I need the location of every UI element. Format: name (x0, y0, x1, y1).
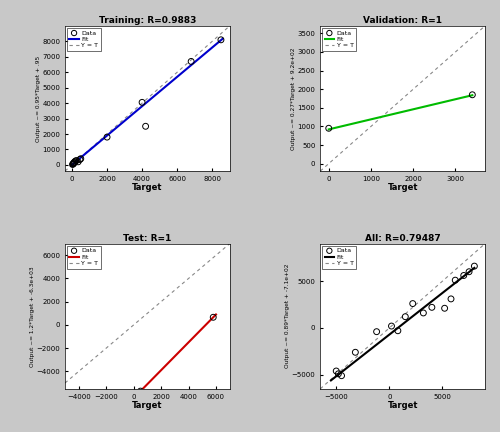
Data (440, 305, 448, 312)
Data (72, 158, 80, 165)
Data (465, 268, 473, 275)
Fit (136, 390, 142, 395)
X-axis label: Target: Target (132, 401, 162, 410)
Line: Fit: Fit (139, 314, 216, 393)
Data (420, 309, 428, 316)
Data (136, 388, 144, 394)
Data (70, 159, 78, 166)
Data (402, 313, 409, 320)
Data (142, 123, 150, 130)
Data (470, 263, 478, 270)
Data (468, 91, 476, 98)
Legend: Data, Fit, Y = T: Data, Fit, Y = T (67, 245, 101, 269)
Data (187, 58, 195, 65)
Y-axis label: Output ~= 0.95*Target + .95: Output ~= 0.95*Target + .95 (36, 55, 41, 142)
X-axis label: Target: Target (132, 183, 162, 192)
Data (69, 161, 77, 168)
Data (372, 328, 380, 335)
Legend: Data, Fit, Y = T: Data, Fit, Y = T (322, 28, 356, 51)
Title: Training: R=0.9883: Training: R=0.9883 (98, 16, 196, 25)
Data (408, 300, 416, 307)
Data (338, 372, 345, 379)
Data (76, 156, 84, 163)
Data (388, 323, 396, 330)
Data (138, 99, 146, 106)
Y-axis label: Output ~= 0.27*Target + 9.2e+02: Output ~= 0.27*Target + 9.2e+02 (291, 47, 296, 150)
Data (334, 370, 342, 377)
Legend: Data, Fit, Y = T: Data, Fit, Y = T (322, 245, 356, 269)
Fit (213, 312, 219, 317)
Data (77, 155, 85, 162)
Data (324, 125, 332, 132)
Data (68, 161, 76, 168)
Y-axis label: Output ~= 0.89*Target + -7.1e+02: Output ~= 0.89*Target + -7.1e+02 (286, 264, 290, 368)
Data (394, 327, 402, 334)
Data (70, 159, 78, 165)
X-axis label: Target: Target (388, 183, 418, 192)
Data (217, 36, 225, 43)
Title: Validation: R=1: Validation: R=1 (363, 16, 442, 25)
Title: All: R=0.79487: All: R=0.79487 (365, 234, 440, 243)
Title: Test: R=1: Test: R=1 (123, 234, 172, 243)
Data (74, 159, 82, 165)
Data (428, 304, 436, 311)
Data (209, 314, 217, 321)
Legend: Data, Fit, Y = T: Data, Fit, Y = T (67, 28, 101, 51)
Data (70, 159, 78, 166)
X-axis label: Target: Target (388, 401, 418, 410)
Data (72, 157, 80, 164)
Data (70, 160, 78, 167)
Data (447, 295, 455, 302)
Data (451, 277, 459, 284)
Data (332, 368, 340, 375)
Data (103, 133, 111, 140)
Y-axis label: Output ~= 1.2*Target + -6.3e+03: Output ~= 1.2*Target + -6.3e+03 (30, 266, 35, 366)
Data (460, 272, 468, 279)
Data (352, 349, 360, 356)
